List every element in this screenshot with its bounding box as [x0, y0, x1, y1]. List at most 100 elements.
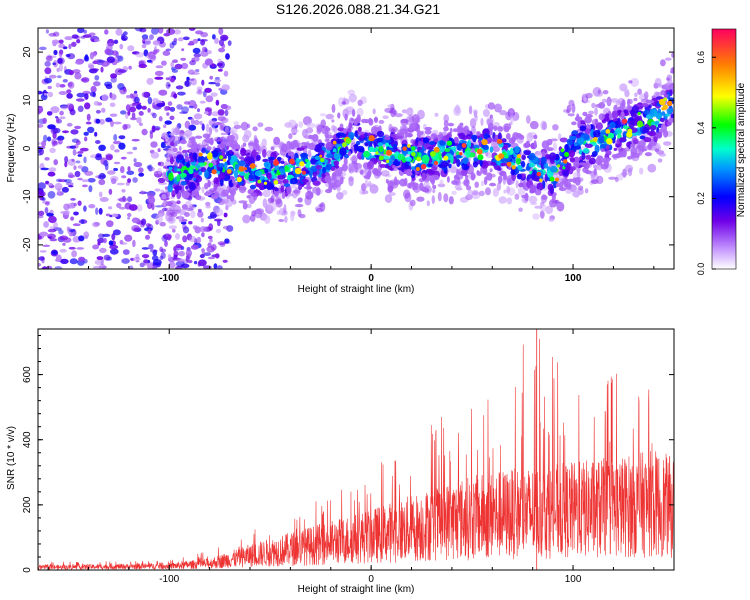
noise-speckle — [74, 125, 82, 130]
ridge-blob — [229, 150, 233, 155]
colorbar-frame — [711, 28, 737, 270]
ridge-blob — [592, 130, 601, 138]
ridge-blob — [584, 116, 592, 124]
hot-spot — [207, 152, 213, 158]
ridge-blob — [482, 169, 488, 176]
ridge-blob — [533, 140, 537, 149]
ridge-halo — [349, 156, 358, 162]
ridge-halo — [453, 106, 462, 116]
noise-speckle — [158, 89, 168, 96]
noise-speckle — [144, 38, 152, 46]
ridge-halo — [205, 123, 210, 133]
noise-speckle — [40, 191, 46, 197]
ridge-halo — [380, 170, 390, 177]
noise-speckle — [75, 60, 84, 65]
hot-spot — [420, 164, 427, 170]
noise-speckle — [38, 256, 45, 261]
noise-speckle — [66, 122, 73, 127]
ridge-halo — [267, 197, 275, 204]
noise-speckle — [215, 99, 220, 106]
ridge-halo — [437, 191, 442, 202]
noise-speckle — [80, 219, 85, 225]
ridge-blob — [453, 174, 459, 180]
ridge-halo — [664, 57, 672, 61]
ridge-blob — [497, 132, 502, 141]
ridge-blob — [315, 164, 323, 170]
ridge-blob — [282, 179, 289, 184]
ridge-halo — [602, 90, 609, 95]
noise-speckle — [45, 201, 50, 206]
ridge-blob — [174, 161, 178, 167]
noise-speckle — [214, 218, 223, 222]
ridge-halo — [275, 198, 283, 208]
noise-speckle — [207, 235, 213, 240]
noise-speckle — [49, 238, 58, 242]
noise-speckle — [38, 215, 44, 219]
ridge-blob — [579, 162, 586, 166]
snr-xlabel: Height of straight line (km) — [298, 584, 415, 595]
noise-speckle — [55, 116, 60, 124]
ridge-blob — [399, 178, 407, 187]
noise-speckle — [52, 62, 57, 66]
ridge-halo — [409, 199, 416, 207]
ridge-blob — [356, 114, 361, 124]
ridge-blob — [515, 133, 522, 138]
ridge-halo — [264, 126, 274, 132]
noise-speckle — [201, 248, 205, 252]
ridge-halo — [324, 137, 330, 143]
noise-speckle — [105, 117, 113, 122]
ridge-blob — [330, 166, 336, 172]
noise-speckle — [205, 201, 211, 207]
ridge-halo — [165, 191, 170, 199]
ridge-halo — [644, 91, 649, 100]
noise-speckle — [136, 117, 142, 124]
ridge-halo — [387, 104, 394, 108]
noise-speckle — [69, 246, 76, 250]
ridge-blob — [238, 160, 246, 167]
noise-speckle — [138, 167, 144, 173]
noise-speckle — [154, 188, 161, 192]
noise-speckle — [98, 59, 106, 63]
ridge-blob — [242, 142, 247, 147]
ridge-blob — [591, 151, 598, 157]
ridge-blob — [619, 137, 626, 143]
noise-speckle — [145, 234, 150, 240]
hot-spot — [319, 154, 323, 158]
ridge-blob — [265, 179, 270, 187]
noise-speckle — [224, 109, 229, 117]
noise-speckle — [139, 262, 145, 268]
noise-speckle — [152, 259, 162, 266]
noise-speckle — [88, 64, 95, 69]
ridge-blob — [668, 83, 674, 92]
noise-speckle — [205, 95, 214, 103]
noise-speckle — [167, 101, 173, 106]
ridge-blob — [337, 112, 341, 119]
noise-speckle — [59, 49, 64, 55]
ridge-blob — [617, 117, 621, 126]
noise-speckle — [77, 154, 83, 157]
noise-speckle — [146, 59, 152, 63]
noise-speckle — [201, 123, 205, 131]
noise-speckle — [88, 204, 96, 209]
ridge-halo — [549, 198, 558, 208]
ridge-blob — [318, 142, 325, 147]
ridge-blob — [366, 160, 374, 170]
noise-speckle — [224, 105, 232, 110]
ridge-halo — [224, 125, 230, 136]
x-tick-label: -100 — [159, 273, 179, 284]
noise-speckle — [172, 59, 179, 63]
noise-speckle — [42, 244, 51, 247]
noise-speckle — [189, 60, 197, 66]
noise-speckle — [47, 136, 52, 142]
noise-speckle — [216, 62, 223, 67]
noise-speckle — [92, 244, 99, 250]
snr-frame — [37, 328, 675, 571]
noise-speckle — [97, 241, 101, 246]
ridge-blob — [219, 177, 224, 187]
noise-speckle — [141, 105, 147, 110]
noise-speckle — [69, 108, 76, 116]
ridge-halo — [528, 195, 538, 204]
noise-speckle — [132, 239, 136, 248]
ridge-halo — [657, 158, 663, 163]
ridge-halo — [180, 130, 185, 134]
